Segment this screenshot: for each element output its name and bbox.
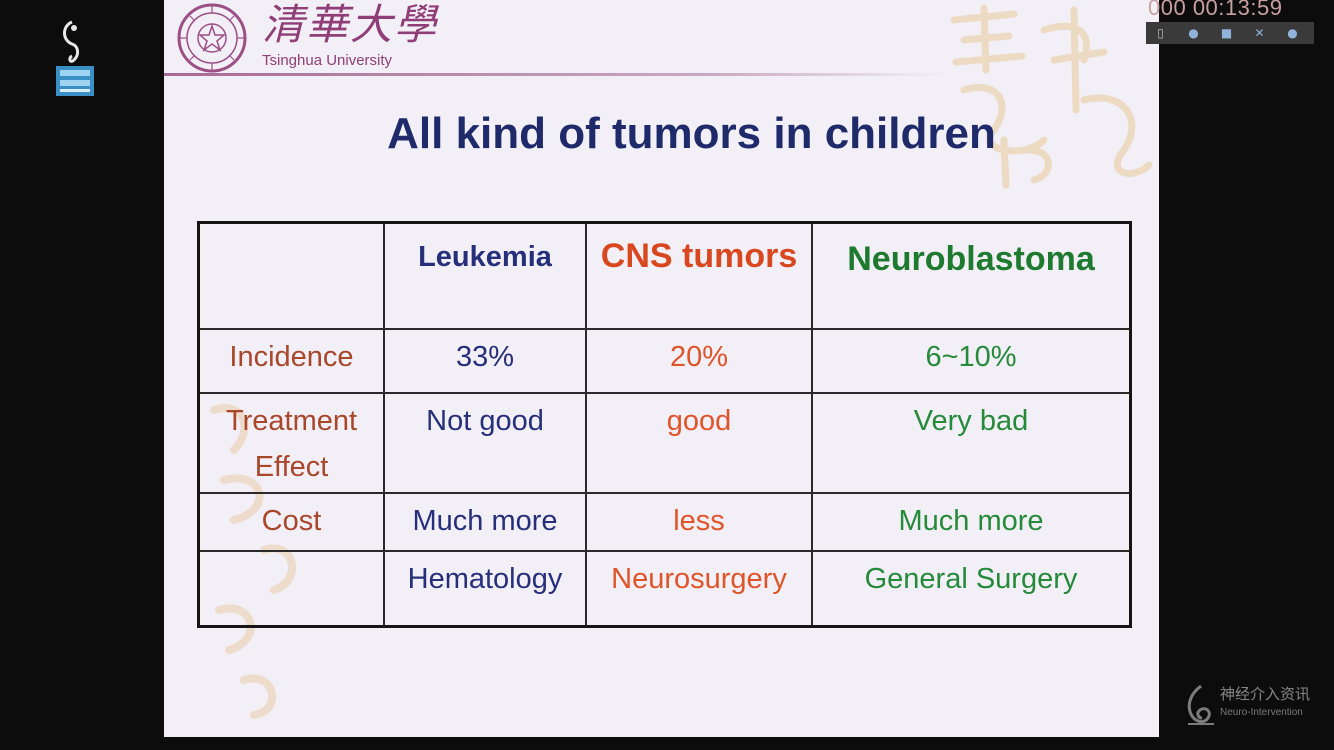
slide-header: 清華大學 Tsinghua University [164, 0, 1159, 78]
header-divider [164, 73, 944, 76]
table-cell: less [585, 491, 813, 552]
header-cell-empty [197, 221, 385, 330]
table-row: Hematology Neurosurgery General Surgery [197, 549, 1132, 628]
table-cell: 6~10% [811, 327, 1132, 394]
table-row: Cost Much more less Much more [197, 491, 1132, 552]
header-cell-cns-tumors: CNS tumors [585, 221, 813, 330]
row-label: Cost [197, 491, 385, 552]
help-icon[interactable]: ● [1287, 26, 1298, 40]
table-row: Incidence 33% 20% 6~10% [197, 327, 1132, 394]
close-icon[interactable]: ✕ [1254, 26, 1265, 40]
header-cell-leukemia: Leukemia [383, 221, 587, 330]
watermark-text-english: Neuro-Intervention [1220, 707, 1303, 718]
slide-title: All kind of tumors in children [387, 109, 996, 158]
table-cell: Hematology [383, 549, 587, 628]
university-seal-icon [177, 3, 247, 73]
table-cell: good [585, 391, 813, 494]
settings-icon[interactable]: ■ [1220, 26, 1233, 40]
table-cell: Neurosurgery [585, 549, 813, 628]
recording-timestamp: 000 00:13:59 [1148, 0, 1283, 20]
table-header-row: Leukemia CNS tumors Neuroblastoma [197, 221, 1132, 330]
university-name-english: Tsinghua University [262, 52, 393, 69]
table-cell: 20% [585, 327, 813, 394]
tumor-comparison-table: Leukemia CNS tumors Neuroblastoma Incide… [197, 221, 1132, 628]
table-cell: 33% [383, 327, 587, 394]
row-label: Treatment Effect [197, 391, 385, 494]
watermark-text-chinese: 神经介入资讯 [1220, 685, 1311, 703]
table-cell: Much more [811, 491, 1132, 552]
university-name-chinese: 清華大學 [262, 0, 439, 49]
table-cell: Much more [383, 491, 587, 552]
table-cell: Not good [383, 391, 587, 494]
player-toolbar: ▯ ● ■ ✕ ● [1146, 22, 1314, 44]
info-icon[interactable]: ● [1188, 26, 1199, 40]
table-cell: Very bad [811, 391, 1132, 494]
window-icon[interactable]: ▯ [1157, 26, 1164, 40]
watermark: 神经介入资讯 Neuro-Intervention [1182, 682, 1322, 732]
calligraphy-decoration [950, 4, 1153, 189]
table-row: Treatment Effect Not good good Very bad [197, 391, 1132, 494]
table-cell: General Surgery [811, 549, 1132, 628]
channel-logo [52, 18, 98, 100]
header-cell-neuroblastoma: Neuroblastoma [811, 221, 1132, 330]
watermark-logo-icon [1187, 684, 1214, 725]
presentation-slide: 清華大學 Tsinghua University All kind of t [164, 0, 1159, 737]
row-label: Incidence [197, 327, 385, 394]
row-label [197, 549, 385, 628]
